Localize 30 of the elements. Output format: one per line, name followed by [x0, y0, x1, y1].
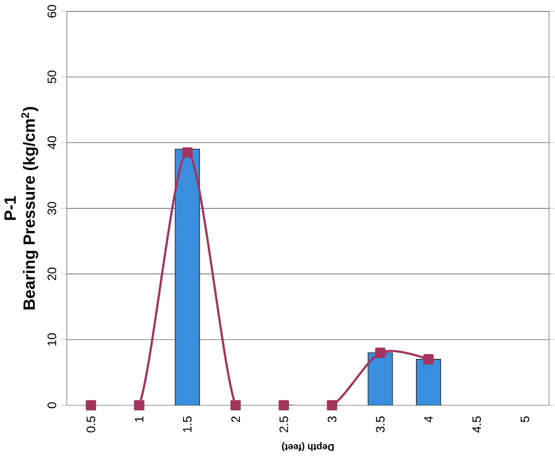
x-tick-label: 5: [520, 416, 530, 422]
x-axis-title: Depth (feet): [282, 442, 334, 452]
point: [375, 348, 386, 358]
x-tick-label: 3.5: [376, 416, 385, 433]
x-tick-label: 0.5: [86, 416, 96, 433]
x-tick-label: 1.5: [183, 416, 192, 432]
x-tick-label: 2.5: [279, 416, 288, 432]
point: [230, 400, 241, 411]
y-axis-title: Bearing Pressure (kg/cm$^{2}$): [21, 107, 38, 310]
x-tick-label: 1: [134, 416, 144, 422]
x-tick-label: 4.5: [472, 416, 481, 433]
point: [86, 400, 96, 411]
y-tick-label: 60: [48, 5, 56, 18]
y-tick-label: 30: [48, 202, 56, 215]
x-tick-label: 3: [328, 416, 336, 422]
x-tick-label: 2: [231, 416, 240, 422]
y-tick-label: 50: [48, 70, 56, 84]
text: P-1: [4, 196, 16, 220]
point: [278, 400, 289, 411]
point: [423, 354, 434, 365]
bar: [174, 149, 200, 406]
y-tick-label: 10: [48, 333, 56, 346]
y-tick-label: 20: [48, 268, 56, 280]
point: [134, 400, 144, 411]
y-tick-label: 40: [48, 136, 56, 150]
y-tick-label: 0: [48, 402, 56, 408]
bar: [416, 359, 441, 406]
point: [182, 148, 193, 158]
x-tick-label: 4: [424, 416, 433, 423]
point: [326, 400, 338, 411]
